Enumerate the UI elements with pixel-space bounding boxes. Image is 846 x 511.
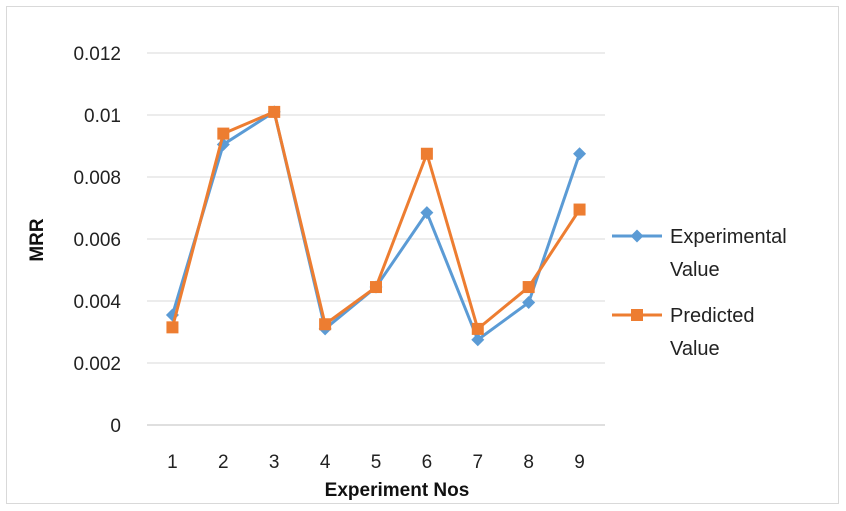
legend-label: Experimental	[670, 226, 787, 248]
x-tick-label: 1	[167, 452, 178, 473]
y-axis-ticks: 0 0.002 0.004 0.006 0.008 0.01 0.012	[73, 44, 121, 437]
data-point	[522, 296, 536, 310]
data-point	[319, 318, 332, 331]
y-tick-label: 0.006	[73, 230, 121, 251]
y-tick-label: 0.008	[73, 168, 121, 189]
x-tick-label: 7	[472, 452, 483, 473]
x-tick-label: 5	[371, 452, 382, 473]
y-tick-label: 0.002	[73, 354, 121, 375]
x-axis-title: Experiment Nos	[325, 480, 470, 501]
data-point	[166, 321, 179, 334]
data-point	[471, 322, 484, 335]
y-tick-label: 0.004	[73, 292, 121, 313]
x-tick-label: 6	[422, 452, 433, 473]
chart-border	[6, 6, 839, 504]
data-point	[630, 229, 644, 243]
y-tick-label: 0	[110, 416, 121, 437]
data-point	[370, 281, 382, 294]
y-axis-title: MRR	[27, 218, 48, 262]
x-tick-label: 8	[523, 452, 534, 473]
y-tick-label: 0.01	[84, 106, 121, 127]
y-tick-label: 0.012	[73, 44, 121, 65]
data-point	[420, 147, 433, 160]
x-tick-label: 2	[218, 452, 229, 473]
legend-item: Predicted Value	[612, 305, 755, 360]
data-point	[573, 203, 586, 216]
legend-label: Predicted	[670, 305, 755, 327]
legend-item: Experimental Value	[612, 226, 787, 281]
series-group	[165, 105, 587, 347]
data-point	[573, 147, 587, 161]
data-point	[217, 127, 230, 140]
data-point	[420, 206, 434, 220]
legend-label: Value	[670, 338, 720, 360]
data-point	[631, 309, 643, 321]
x-tick-label: 9	[574, 452, 585, 473]
gridlines	[147, 52, 605, 426]
data-point	[268, 105, 281, 118]
legend-label: Value	[670, 259, 720, 281]
x-tick-label: 3	[269, 452, 280, 473]
legend: Experimental Value Predicted Value	[612, 226, 787, 360]
series-2	[166, 105, 586, 335]
data-point	[522, 281, 535, 294]
x-tick-label: 4	[320, 452, 331, 473]
x-axis-ticks: 1 2 3 4 5 6 7 8 9	[167, 452, 585, 473]
data-point	[471, 333, 485, 347]
